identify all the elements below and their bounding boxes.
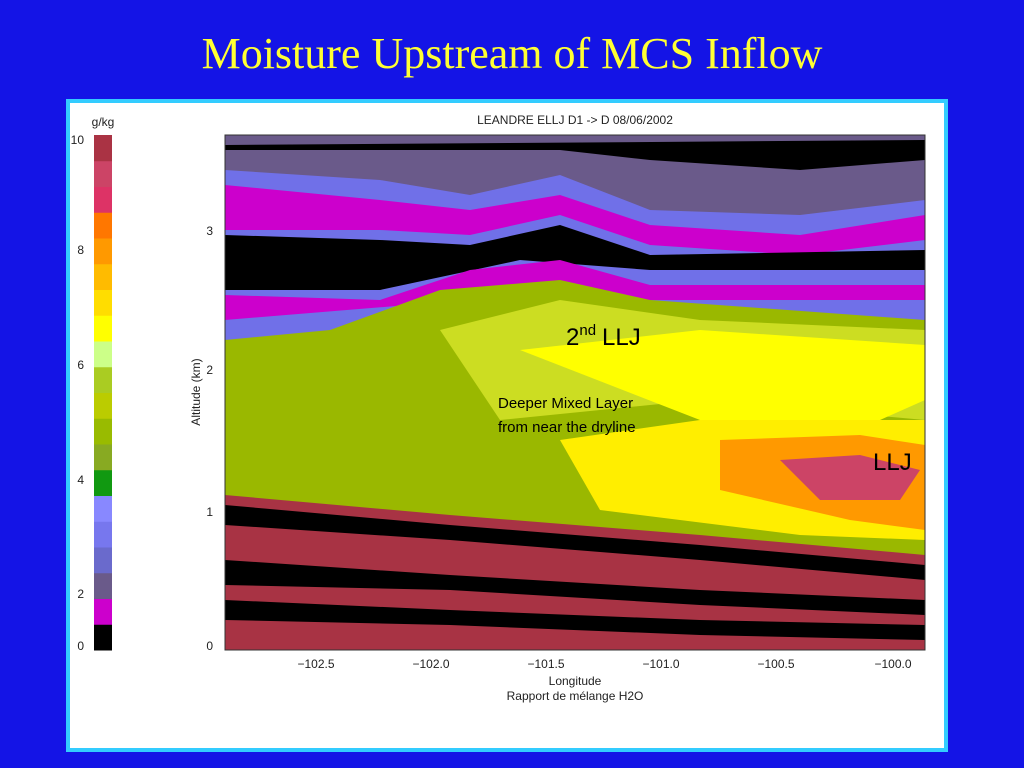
y-tick-label: 0 — [206, 639, 213, 653]
colorbar-swatch — [94, 366, 112, 393]
x-tick-label: −100.0 — [874, 657, 911, 671]
colorbar — [94, 135, 112, 651]
colorbar-tick: 4 — [77, 473, 84, 487]
colorbar-swatch — [94, 444, 112, 471]
y-axis-label: Altitude (km) — [189, 358, 203, 425]
x-tick-label: −100.5 — [757, 657, 794, 671]
colorbar-swatch — [94, 547, 112, 574]
annotation: Deeper Mixed Layer — [498, 395, 633, 412]
colorbar-swatch — [94, 186, 112, 213]
caption: Rapport de mélange H2O — [507, 689, 644, 703]
colorbar-swatch — [94, 572, 112, 599]
colorbar-swatch — [94, 521, 112, 548]
colorbar-swatch — [94, 392, 112, 419]
y-tick-label: 3 — [206, 224, 213, 238]
slide-title: Moisture Upstream of MCS Inflow — [202, 29, 823, 78]
colorbar-tick: 0 — [77, 639, 84, 653]
colorbar-tick: 2 — [77, 587, 84, 601]
colorbar-swatch — [94, 160, 112, 187]
colorbar-swatch — [94, 418, 112, 445]
colorbar-swatch — [94, 289, 112, 316]
colorbar-tick: 6 — [77, 358, 84, 372]
annotation: 2nd LLJ — [566, 322, 641, 351]
colorbar-unit: g/kg — [92, 115, 115, 129]
x-tick-label: −102.0 — [412, 657, 449, 671]
colorbar-tick: 8 — [77, 243, 84, 257]
colorbar-swatch — [94, 263, 112, 290]
colorbar-swatch — [94, 624, 112, 651]
x-tick-label: −101.5 — [527, 657, 564, 671]
colorbar-swatch — [94, 469, 112, 496]
colorbar-tick: 10 — [71, 133, 85, 147]
y-tick-label: 1 — [206, 505, 213, 519]
colorbar-swatch — [94, 598, 112, 625]
lidar-image — [224, 134, 926, 651]
colorbar-swatch — [94, 341, 112, 368]
colorbar-swatch — [94, 238, 112, 265]
x-tick-label: −101.0 — [642, 657, 679, 671]
x-tick-label: −102.5 — [297, 657, 334, 671]
figure-title: LEANDRE ELLJ D1 -> D 08/06/2002 — [477, 113, 673, 127]
annotation: LLJ — [873, 449, 912, 476]
colorbar-swatch — [94, 212, 112, 239]
y-tick-label: 2 — [206, 363, 213, 377]
colorbar-swatch — [94, 495, 112, 522]
annotation: from near the dryline — [498, 419, 636, 436]
x-axis-label: Longitude — [549, 674, 602, 688]
colorbar-swatch — [94, 135, 112, 162]
colorbar-swatch — [94, 315, 112, 342]
